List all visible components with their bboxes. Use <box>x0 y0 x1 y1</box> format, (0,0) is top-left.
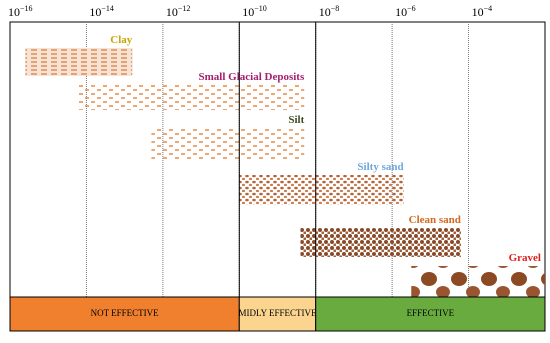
soil-label: Gravel <box>509 252 541 264</box>
tick-label: 10−10 <box>242 4 267 19</box>
tick-label: 10−6 <box>395 4 416 19</box>
zone-label: NOT EFFECTIVE <box>91 308 160 318</box>
tick-exponent: −16 <box>20 4 33 13</box>
soil-range <box>411 266 545 297</box>
content: 10−16 10−14 10−12 10−10 10−8 10−6 10−4ClaySmal… <box>8 4 546 332</box>
tick-base: 10 <box>166 5 178 19</box>
tick-exponent: −4 <box>484 4 493 13</box>
tick-base: 10 <box>242 5 254 19</box>
tick-exponent: −14 <box>101 4 114 13</box>
tick-label: 10−16 <box>8 4 33 19</box>
zone <box>315 296 546 332</box>
tick-base: 10 <box>395 5 407 19</box>
tick-label: 10−4 <box>472 4 493 19</box>
soil-label: Silt <box>288 114 304 126</box>
tick-base: 10 <box>8 5 20 19</box>
zone <box>9 296 240 332</box>
soil-range <box>78 85 305 110</box>
soil-label: Clean sand <box>409 214 461 226</box>
tick-label: 10−8 <box>319 4 340 19</box>
zone <box>238 296 317 332</box>
soil-range <box>300 228 461 257</box>
soil-label: Silty sand <box>357 161 403 173</box>
tick-label: 10−12 <box>166 4 191 19</box>
tick-exponent: −10 <box>254 4 267 13</box>
zone-label: EFFECTIVE <box>407 308 455 318</box>
soil-label: Clay <box>110 34 133 46</box>
soil-range <box>25 48 133 76</box>
soil-label: Small Glacial Deposits <box>199 71 305 83</box>
tick-exponent: −12 <box>178 4 191 13</box>
tick-exponent: −8 <box>331 4 340 13</box>
tick-base: 10 <box>472 5 484 19</box>
zone-label: MIDLY EFFECTIVE <box>238 308 317 318</box>
tick-exponent: −6 <box>407 4 416 13</box>
soil-range <box>239 175 404 205</box>
tick-base: 10 <box>89 5 101 19</box>
tick-base: 10 <box>319 5 331 19</box>
tick-label: 10−14 <box>89 4 114 19</box>
soil-range <box>151 128 305 160</box>
